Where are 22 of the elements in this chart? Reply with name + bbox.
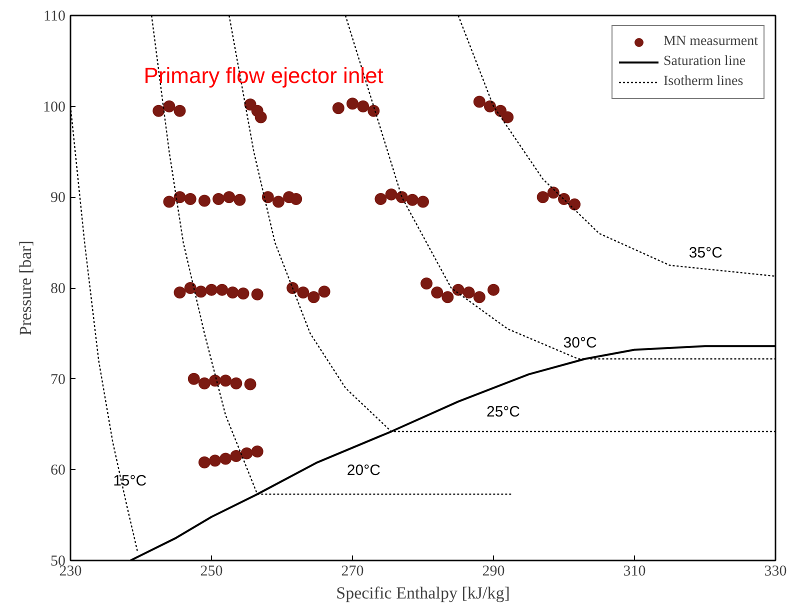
annotation: 15°C bbox=[113, 472, 147, 490]
y-tick-label: 70 bbox=[50, 372, 66, 388]
x-tick-label: 270 bbox=[341, 564, 364, 580]
x-tick-label: 330 bbox=[764, 564, 787, 580]
annotation: Primary flow ejector inlet bbox=[144, 63, 384, 88]
x-tick-label: 290 bbox=[482, 564, 505, 580]
annotation: 30°C bbox=[563, 334, 597, 352]
y-tick-label: 110 bbox=[44, 8, 66, 24]
legend-label: Saturation line bbox=[664, 54, 746, 70]
y-tick-label: 90 bbox=[50, 190, 66, 206]
y-tick-label: 100 bbox=[43, 99, 66, 116]
y-tick-label: 80 bbox=[50, 281, 66, 297]
annotation: 35°C bbox=[688, 244, 723, 262]
annotation: 25°C bbox=[486, 404, 520, 421]
annotation: 20°C bbox=[346, 462, 381, 479]
x-axis-title: Specific Enthalpy [kJ/kg] bbox=[336, 584, 510, 602]
legend-label: Isotherm lines bbox=[664, 74, 744, 90]
y-axis-title: Pressure [bar] bbox=[16, 240, 35, 336]
x-tick-label: 310 bbox=[623, 564, 646, 580]
x-tick-label: 250 bbox=[200, 564, 223, 580]
y-tick-label: 60 bbox=[50, 462, 66, 479]
legend-label: MN measurment bbox=[664, 34, 758, 50]
